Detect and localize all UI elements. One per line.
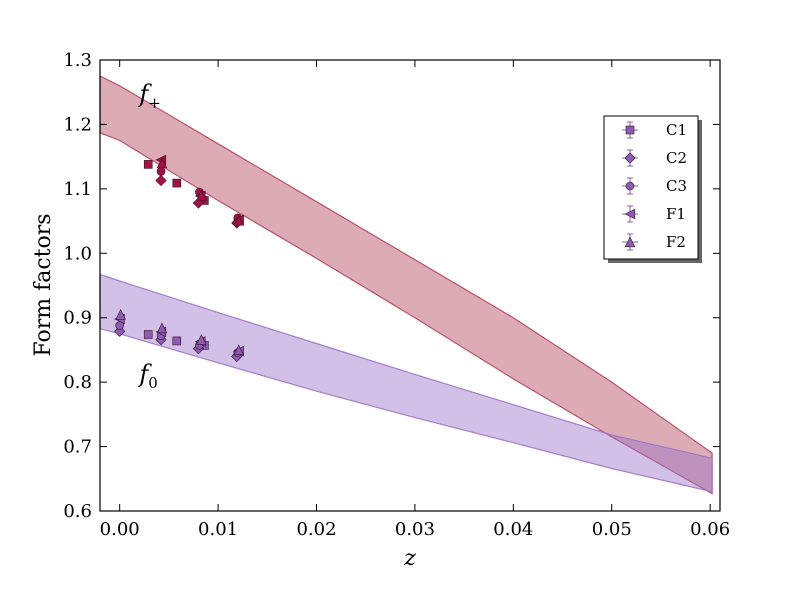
x-tick-label-0: 0.00 [100,519,140,540]
legend-label-C3: C3 [666,177,687,195]
y-axis-label: Form factors [31,213,56,356]
legend-label-F2: F2 [666,233,686,251]
points-layer [114,154,245,362]
band-fzero [99,273,713,493]
legend-label-C2: C2 [666,149,687,167]
point-f0-F2-0 [115,309,126,320]
point-f0-C1-0 [143,330,153,339]
legend-label-C1: C1 [666,121,687,139]
y-tick-label-3: 0.9 [63,308,92,329]
point-fplus-C1-1 [172,178,182,188]
point-f0-F2-1 [156,322,168,334]
point-fplus-C2-0 [155,174,167,187]
point-fplus-C2-1 [192,197,205,209]
legend: C1 C2 C3 F1 F2 [603,115,702,263]
y-tick-label-4: 1.0 [63,243,92,264]
point-f0-F2-3 [233,344,245,356]
legend-marker-C3 [625,181,635,191]
legend-box [603,115,699,260]
y-tick-label-0: 0.6 [63,501,92,522]
x-axis-label: z [403,546,416,571]
y-tick-label-2: 0.8 [63,372,92,393]
legend-entries: C1 C2 C3 F1 F2 [622,121,687,251]
point-fplus-F2-0 [156,157,168,169]
legend-marker-F1 [624,208,636,220]
plot-frame [99,59,721,512]
legend-label-F1: F1 [666,205,686,223]
bands-layer [99,75,713,495]
x-tick-label-2: 0.02 [296,519,336,540]
y-tick-label-5: 1.1 [63,179,92,200]
ticks-layer: 0.00 0.01 0.02 0.03 0.04 0.05 0.06 0.6 0.7 0.8 0.9… [63,50,730,540]
x-tick-label-1: 0.01 [198,519,238,540]
x-tick-label-4: 0.04 [493,519,533,540]
legend-marker-C1 [625,125,635,135]
x-tick-label-6: 0.06 [690,519,730,540]
band-fplus [99,75,713,495]
y-tick-label-6: 1.2 [63,114,92,135]
point-fplus-C3-0 [156,167,166,176]
legend-marker-F2 [624,236,636,248]
legend-marker-C2 [624,152,636,164]
y-tick-label-1: 0.7 [63,437,92,458]
point-fplus-F2-2 [233,214,245,226]
x-tick-label-3: 0.03 [395,519,435,540]
point-f0-F2-2 [196,334,207,345]
point-fplus-C1-0 [143,160,153,169]
point-f0-C1-1 [172,336,182,346]
point-fplus-F2-1 [196,189,207,201]
y-tick-label-7: 1.3 [63,50,92,71]
x-tick-label-5: 0.05 [592,519,632,540]
